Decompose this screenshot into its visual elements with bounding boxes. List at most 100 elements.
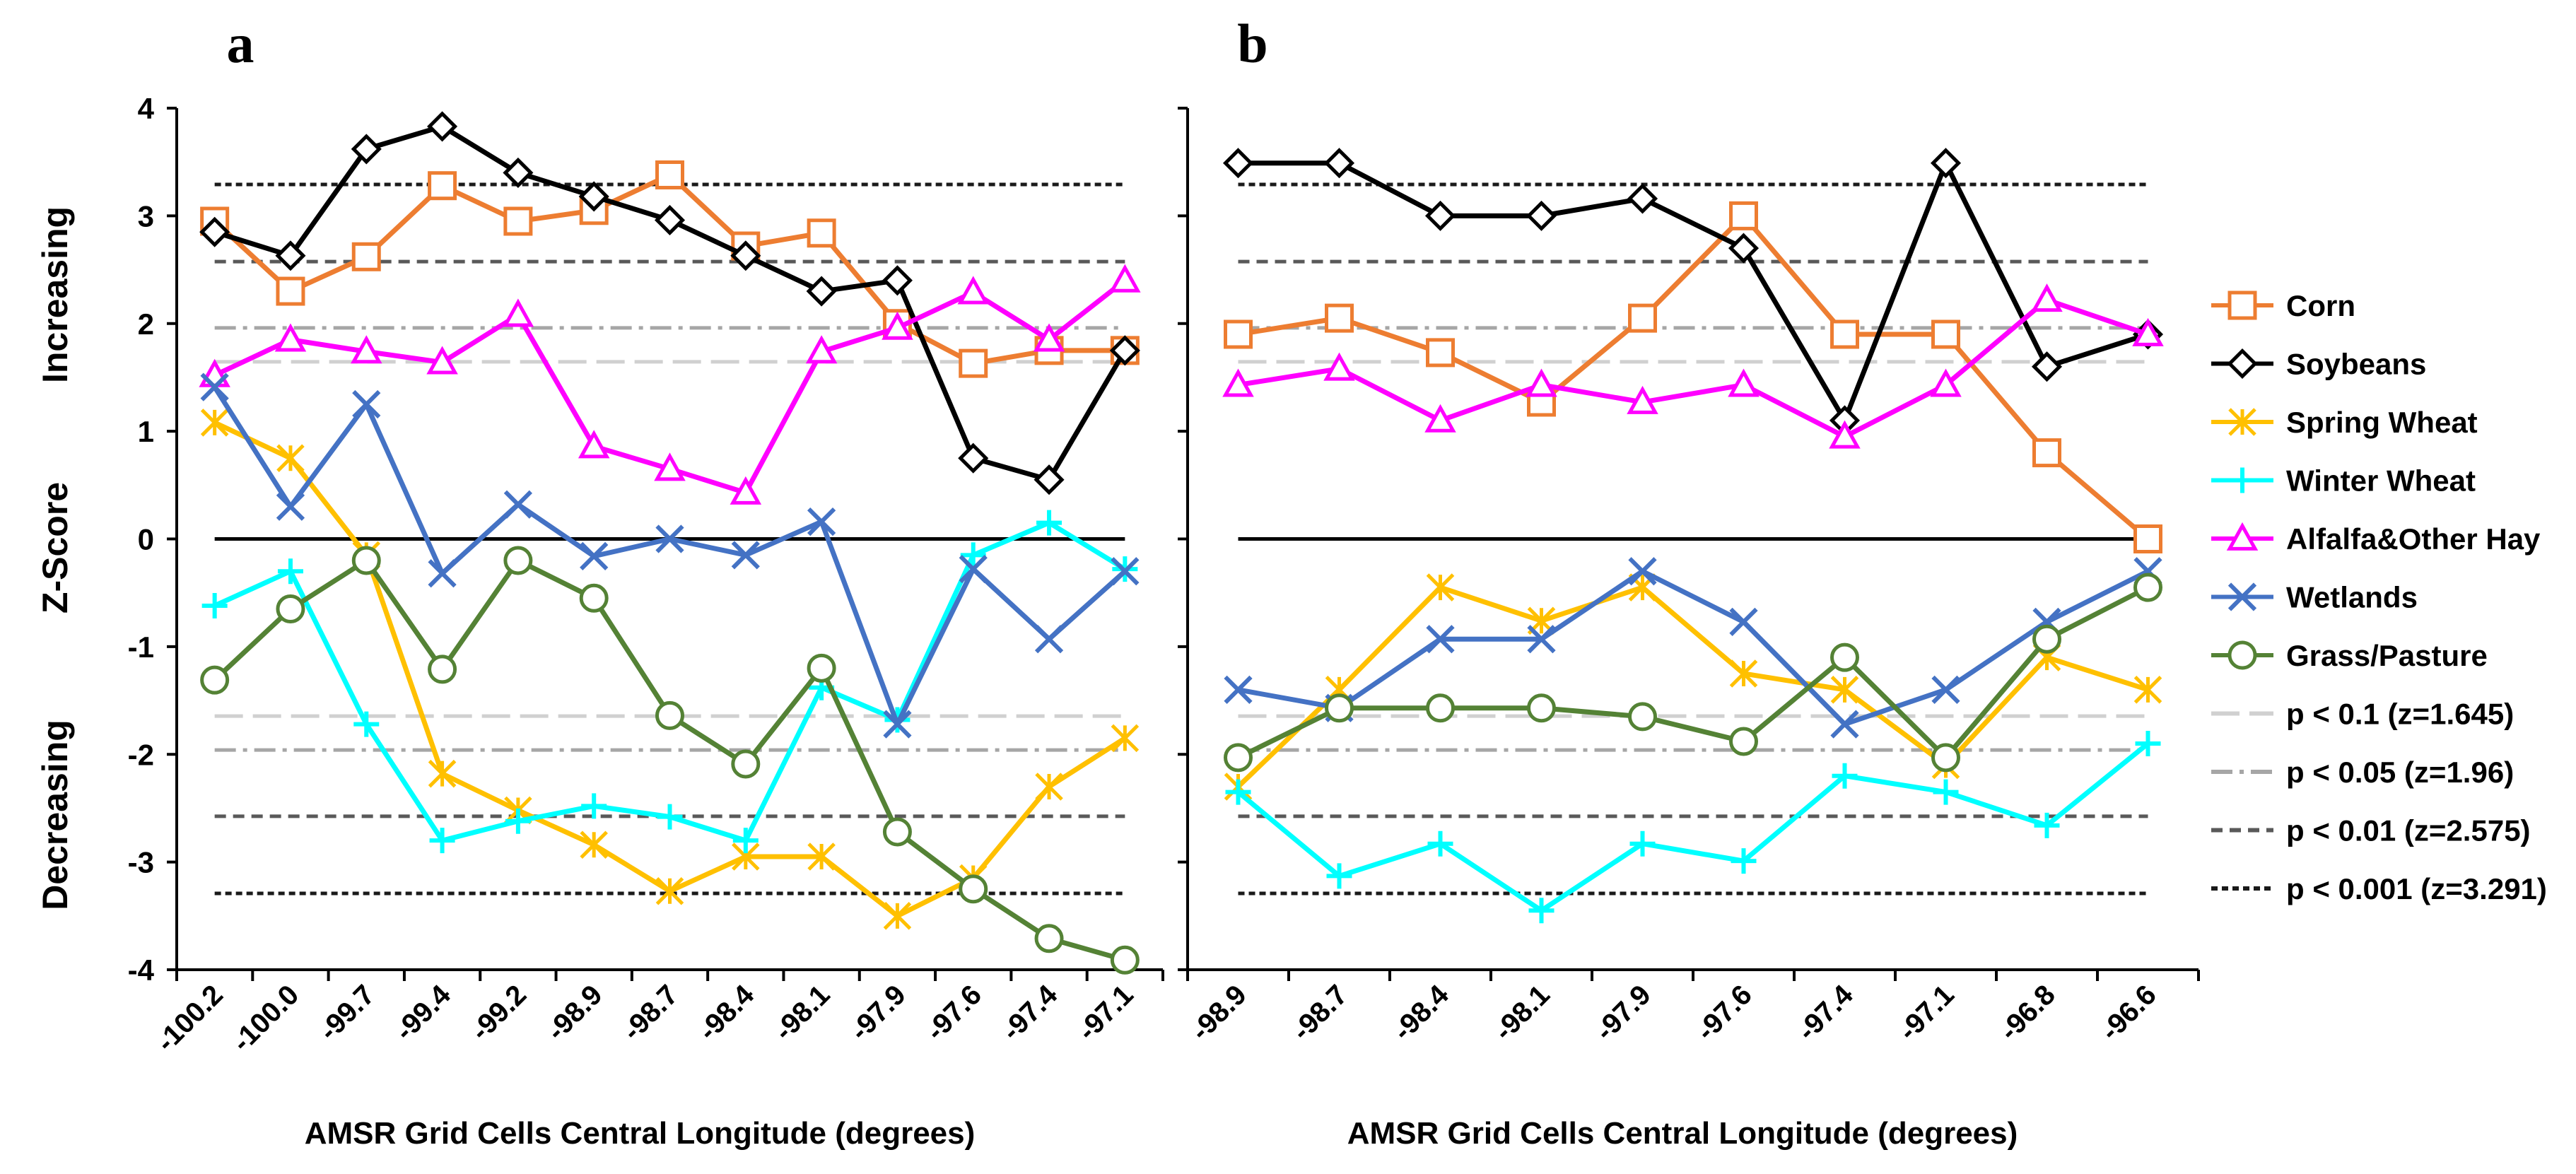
- legend-label: p < 0.01 (z=2.575): [2286, 814, 2531, 847]
- a-point-winter-wheat: [657, 804, 683, 830]
- a-point-spring-wheat: [655, 877, 684, 905]
- a-point-spring-wheat: [200, 409, 229, 437]
- b-point-winter-wheat: [1225, 779, 1251, 805]
- b-point-grass-pasture: [1426, 693, 1455, 723]
- a-point-grass-pasture: [655, 700, 684, 730]
- a-x-tick-label: -97.9: [844, 979, 912, 1047]
- a-point-wetlands: [503, 490, 533, 519]
- b-x-tick-label: -97.9: [1589, 979, 1657, 1047]
- b-point-grass-pasture: [2032, 624, 2061, 654]
- a-x-tick-label: -97.4: [996, 979, 1064, 1047]
- b-point-alfalfa-other-hay: [1930, 368, 1962, 397]
- legend-item-p-0-1-z-1-645: p < 0.1 (z=1.645): [2211, 698, 2514, 731]
- a-point-wetlands: [1111, 557, 1140, 586]
- b-point-corn: [1325, 303, 1354, 333]
- b-point-soybeans: [1627, 183, 1658, 214]
- a-point-corn: [351, 242, 381, 271]
- a-point-spring-wheat: [1035, 773, 1063, 801]
- a-series-wetlands: [200, 372, 1140, 739]
- b-point-alfalfa-other-hay: [1526, 368, 1557, 397]
- a-point-soybeans: [654, 204, 686, 236]
- a-point-alfalfa-other-hay: [1109, 264, 1141, 293]
- a-y-tick-label: 4: [138, 92, 155, 125]
- a-point-alfalfa-other-hay: [654, 452, 686, 481]
- b-point-wetlands: [1224, 675, 1253, 704]
- b-point-grass-pasture: [1830, 642, 1859, 672]
- a-y-tick-label: 1: [138, 415, 154, 448]
- b-line-grass-pasture: [1236, 585, 2150, 761]
- legend-item-p-0-01-z-2-575: p < 0.01 (z=2.575): [2211, 814, 2531, 847]
- b-point-soybeans: [2031, 351, 2063, 382]
- b-point-grass-pasture: [1729, 727, 1758, 756]
- a-point-wetlands: [276, 492, 305, 521]
- b-point-grass-pasture: [1325, 693, 1354, 723]
- b-point-corn: [1426, 338, 1455, 368]
- b-point-winter-wheat: [1629, 830, 1656, 857]
- a-point-soybeans: [427, 111, 458, 142]
- legend-marker-soybeans: [2227, 348, 2258, 380]
- a-point-winter-wheat: [1036, 510, 1062, 536]
- a-point-grass-pasture: [428, 654, 457, 684]
- legend-item-spring-wheat: Spring Wheat: [2211, 406, 2478, 439]
- legend-item-grass-pasture: Grass/Pasture: [2211, 639, 2488, 672]
- a-point-grass-pasture: [882, 817, 912, 847]
- a-x-tick-label: -98.9: [541, 979, 609, 1047]
- legend-item-alfalfa-other-hay: Alfalfa&Other Hay: [2211, 522, 2541, 556]
- a-point-alfalfa-other-hay: [957, 276, 989, 305]
- a-line-spring-wheat: [213, 420, 1127, 919]
- b-point-winter-wheat: [1326, 863, 1352, 889]
- a-y-tick-label: 0: [138, 523, 154, 556]
- panel-b-letter: b: [1237, 13, 1267, 74]
- legend: Corn Soybeans Spring Wheat Winter Wheat Alfa…: [2211, 289, 2547, 905]
- a-x-tick-label: -99.7: [313, 979, 381, 1047]
- panel-b-series: [1222, 148, 2164, 924]
- a-point-spring-wheat: [883, 902, 912, 930]
- a-point-wetlands: [580, 541, 609, 571]
- b-point-corn: [1729, 201, 1758, 230]
- a-x-tick-label: -100.0: [226, 979, 305, 1057]
- b-point-winter-wheat: [2034, 812, 2060, 838]
- a-point-grass-pasture: [276, 594, 305, 624]
- legend-label: Alfalfa&Other Hay: [2286, 522, 2541, 556]
- legend-marker-wetlands: [2227, 582, 2257, 611]
- b-point-soybeans: [1930, 148, 1962, 179]
- b-point-spring-wheat: [1729, 659, 1758, 688]
- a-series-winter-wheat: [201, 510, 1138, 854]
- b-point-wetlands: [1527, 625, 1556, 654]
- b-point-alfalfa-other-hay: [2031, 283, 2063, 312]
- a-x-tick-label: -98.4: [693, 979, 761, 1047]
- a-line-corn: [213, 172, 1125, 366]
- increasing-label: Increasing: [35, 206, 75, 383]
- legend-label: p < 0.1 (z=1.645): [2286, 698, 2514, 731]
- b-point-corn: [2133, 524, 2162, 553]
- b-series-winter-wheat: [1225, 731, 2161, 924]
- b-point-winter-wheat: [1832, 763, 1858, 789]
- y-axis-labels: Increasing Z-Score Decreasing: [35, 206, 75, 910]
- b-point-alfalfa-other-hay: [2132, 317, 2164, 346]
- a-point-soybeans: [958, 442, 989, 474]
- a-x-tick-label: -99.4: [389, 979, 457, 1047]
- b-series-corn: [1224, 201, 2162, 553]
- a-y-tick-label: -1: [128, 630, 154, 664]
- a-point-wetlands: [807, 507, 836, 536]
- legend-item-p-0-001-z-3-291: p < 0.001 (z=3.291): [2211, 872, 2547, 905]
- a-x-tick-label: -98.1: [768, 979, 836, 1047]
- a-point-alfalfa-other-hay: [1033, 323, 1065, 352]
- a-x-tick-label: -97.6: [920, 979, 988, 1047]
- a-point-grass-pasture: [351, 546, 381, 575]
- b-x-tick-label: -97.6: [1690, 979, 1758, 1047]
- a-point-spring-wheat: [1111, 724, 1140, 753]
- b-point-winter-wheat: [1731, 848, 1757, 874]
- a-point-soybeans: [1034, 464, 1065, 495]
- b-point-corn: [1830, 319, 1859, 349]
- a-point-alfalfa-other-hay: [199, 358, 230, 387]
- a-point-winter-wheat: [353, 711, 380, 737]
- a-series-spring-wheat: [200, 409, 1140, 930]
- a-point-soybeans: [730, 240, 761, 271]
- b-point-winter-wheat: [2135, 731, 2161, 757]
- panel-a: a -4 -3 -2 -1 0 1 2 3 4 -100.2-100.0 -99.7 -99.4 -99…: [128, 13, 1164, 1151]
- b-x-tick-label: -98.1: [1488, 979, 1556, 1047]
- a-y-tick-label: -4: [128, 953, 155, 987]
- legend-label: Wetlands: [2286, 581, 2418, 614]
- a-point-corn: [807, 218, 836, 248]
